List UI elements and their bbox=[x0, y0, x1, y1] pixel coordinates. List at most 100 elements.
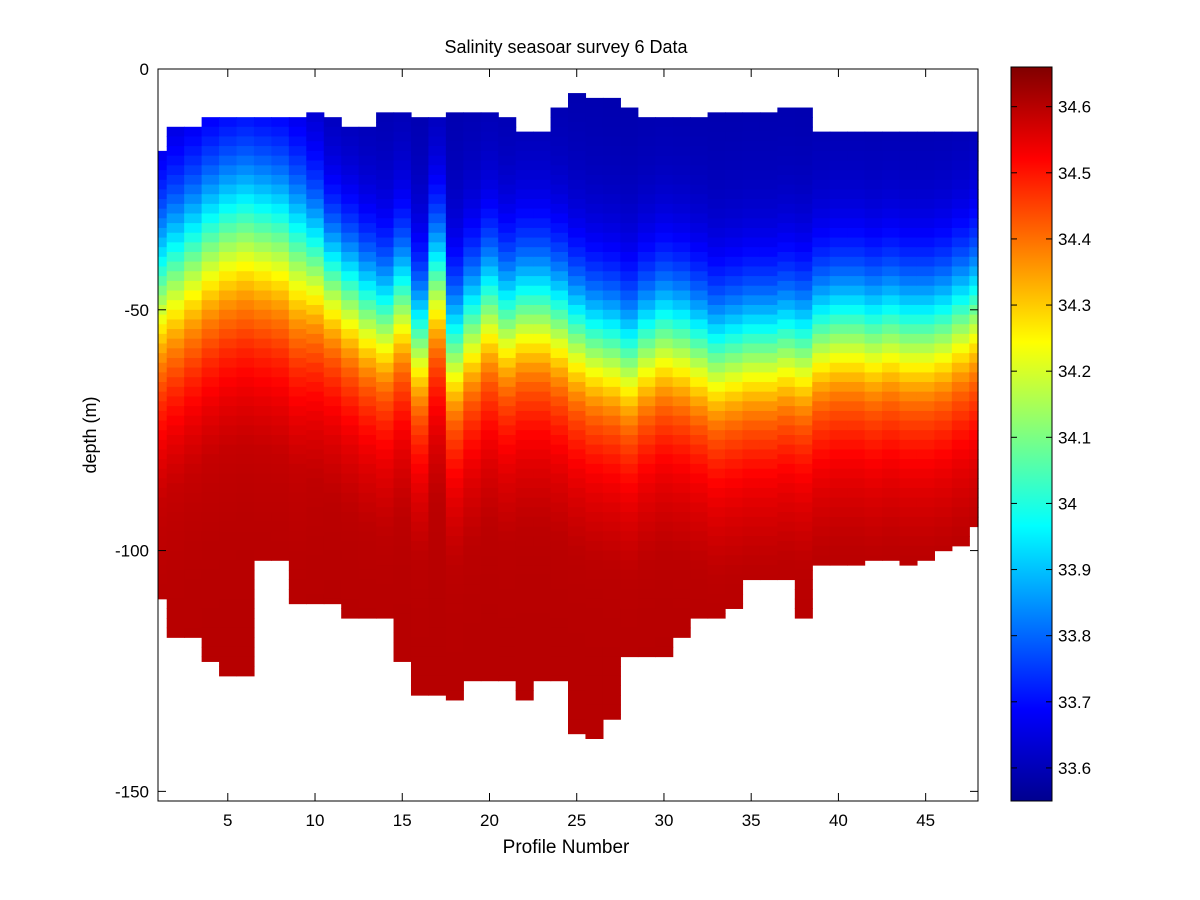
heatmap-cell bbox=[759, 574, 778, 581]
heatmap-cell bbox=[759, 237, 778, 248]
heatmap-cell bbox=[550, 560, 569, 571]
heatmap-cell bbox=[882, 160, 901, 171]
heatmap-cell bbox=[725, 420, 744, 431]
heatmap-cell bbox=[568, 401, 587, 412]
heatmap-cell bbox=[236, 117, 255, 128]
heatmap-cell bbox=[515, 449, 534, 460]
heatmap-cell bbox=[515, 593, 534, 605]
heatmap-cell bbox=[158, 314, 168, 325]
heatmap-cell bbox=[829, 170, 848, 181]
heatmap-cell bbox=[306, 314, 325, 325]
heatmap-cell bbox=[158, 420, 168, 431]
heatmap-cell bbox=[725, 382, 744, 393]
heatmap-cell bbox=[288, 560, 307, 571]
heatmap-cell bbox=[158, 208, 168, 219]
heatmap-cell bbox=[882, 420, 901, 431]
heatmap-cell bbox=[271, 329, 290, 340]
heatmap-cell bbox=[690, 194, 709, 205]
heatmap-cell bbox=[533, 449, 552, 460]
heatmap-cell bbox=[288, 415, 307, 426]
heatmap-cell bbox=[410, 502, 430, 513]
heatmap-cell bbox=[899, 227, 918, 239]
x-axis: 5 10 15 20 25 30 35 40 45 bbox=[223, 69, 935, 830]
heatmap-cell bbox=[410, 483, 430, 494]
heatmap-cell bbox=[515, 189, 534, 200]
heatmap-cell bbox=[445, 574, 464, 585]
heatmap-cell bbox=[158, 189, 168, 200]
heatmap-cell bbox=[376, 170, 395, 181]
heatmap-cell bbox=[585, 329, 604, 340]
heatmap-cell bbox=[777, 348, 796, 359]
heatmap-cell bbox=[515, 536, 534, 547]
heatmap-cell bbox=[672, 598, 691, 609]
heatmap-cell bbox=[393, 285, 412, 296]
heatmap-cell bbox=[655, 579, 674, 590]
heatmap-cell bbox=[969, 218, 979, 229]
heatmap-cell bbox=[550, 329, 569, 340]
heatmap-cell bbox=[393, 256, 412, 268]
heatmap-cell bbox=[306, 468, 325, 479]
heatmap-cell bbox=[847, 468, 866, 479]
heatmap-cell bbox=[707, 295, 726, 306]
heatmap-cell bbox=[585, 463, 604, 475]
heatmap-cell bbox=[585, 540, 604, 552]
heatmap-cell bbox=[725, 565, 744, 576]
heatmap-cell bbox=[323, 290, 342, 301]
heatmap-cell bbox=[428, 367, 447, 378]
heatmap-cell bbox=[637, 454, 656, 465]
heatmap-cell bbox=[568, 526, 587, 537]
heatmap-cell bbox=[306, 507, 325, 518]
heatmap-cell bbox=[306, 565, 325, 576]
heatmap-cell bbox=[864, 536, 883, 547]
heatmap-cell bbox=[759, 324, 778, 335]
heatmap-cell bbox=[498, 618, 517, 629]
heatmap-cell bbox=[341, 213, 360, 224]
heatmap-cell bbox=[376, 507, 395, 518]
heatmap-cell bbox=[498, 280, 517, 292]
heatmap-cell bbox=[166, 512, 185, 523]
heatmap-cell bbox=[253, 348, 273, 359]
heatmap-cell bbox=[690, 425, 709, 436]
heatmap-cell bbox=[306, 555, 325, 566]
heatmap-cell bbox=[847, 420, 866, 431]
heatmap-cell bbox=[707, 536, 726, 547]
heatmap-cell bbox=[725, 256, 744, 268]
heatmap-cell bbox=[358, 309, 377, 321]
heatmap-cell bbox=[498, 338, 517, 349]
heatmap-cell bbox=[480, 276, 499, 287]
heatmap-cell bbox=[707, 170, 726, 181]
heatmap-cell bbox=[864, 266, 883, 277]
heatmap-cell bbox=[323, 377, 342, 388]
heatmap-cell bbox=[725, 507, 744, 518]
heatmap-cell bbox=[480, 324, 499, 335]
heatmap-cell bbox=[812, 170, 831, 181]
heatmap-cell bbox=[445, 199, 464, 210]
heatmap-cell bbox=[759, 131, 778, 142]
heatmap-cell bbox=[759, 189, 778, 200]
heatmap-cell bbox=[568, 459, 587, 470]
heatmap-cell bbox=[794, 213, 813, 224]
heatmap-cell bbox=[236, 223, 255, 234]
heatmap-cell bbox=[306, 372, 325, 383]
heatmap-cell bbox=[568, 285, 587, 296]
heatmap-cell bbox=[393, 574, 412, 585]
heatmap-cell bbox=[969, 199, 979, 210]
heatmap-cell bbox=[271, 435, 290, 446]
heatmap-cell bbox=[515, 199, 534, 210]
heatmap-cell bbox=[812, 218, 831, 229]
heatmap-cell bbox=[323, 589, 342, 600]
heatmap-cell bbox=[637, 396, 656, 407]
heatmap-cell bbox=[158, 478, 168, 489]
heatmap-cell bbox=[864, 526, 883, 537]
heatmap-cell bbox=[201, 223, 220, 234]
heatmap-cell bbox=[253, 435, 273, 446]
heatmap-cell bbox=[707, 439, 726, 451]
heatmap-cell bbox=[759, 420, 778, 431]
heatmap-cell bbox=[847, 295, 866, 306]
heatmap-cell bbox=[620, 319, 639, 330]
heatmap-cell bbox=[759, 353, 778, 364]
heatmap-cell bbox=[393, 593, 412, 605]
heatmap-cell bbox=[323, 329, 342, 340]
heatmap-cell bbox=[882, 391, 901, 402]
heatmap-cell bbox=[445, 401, 464, 412]
